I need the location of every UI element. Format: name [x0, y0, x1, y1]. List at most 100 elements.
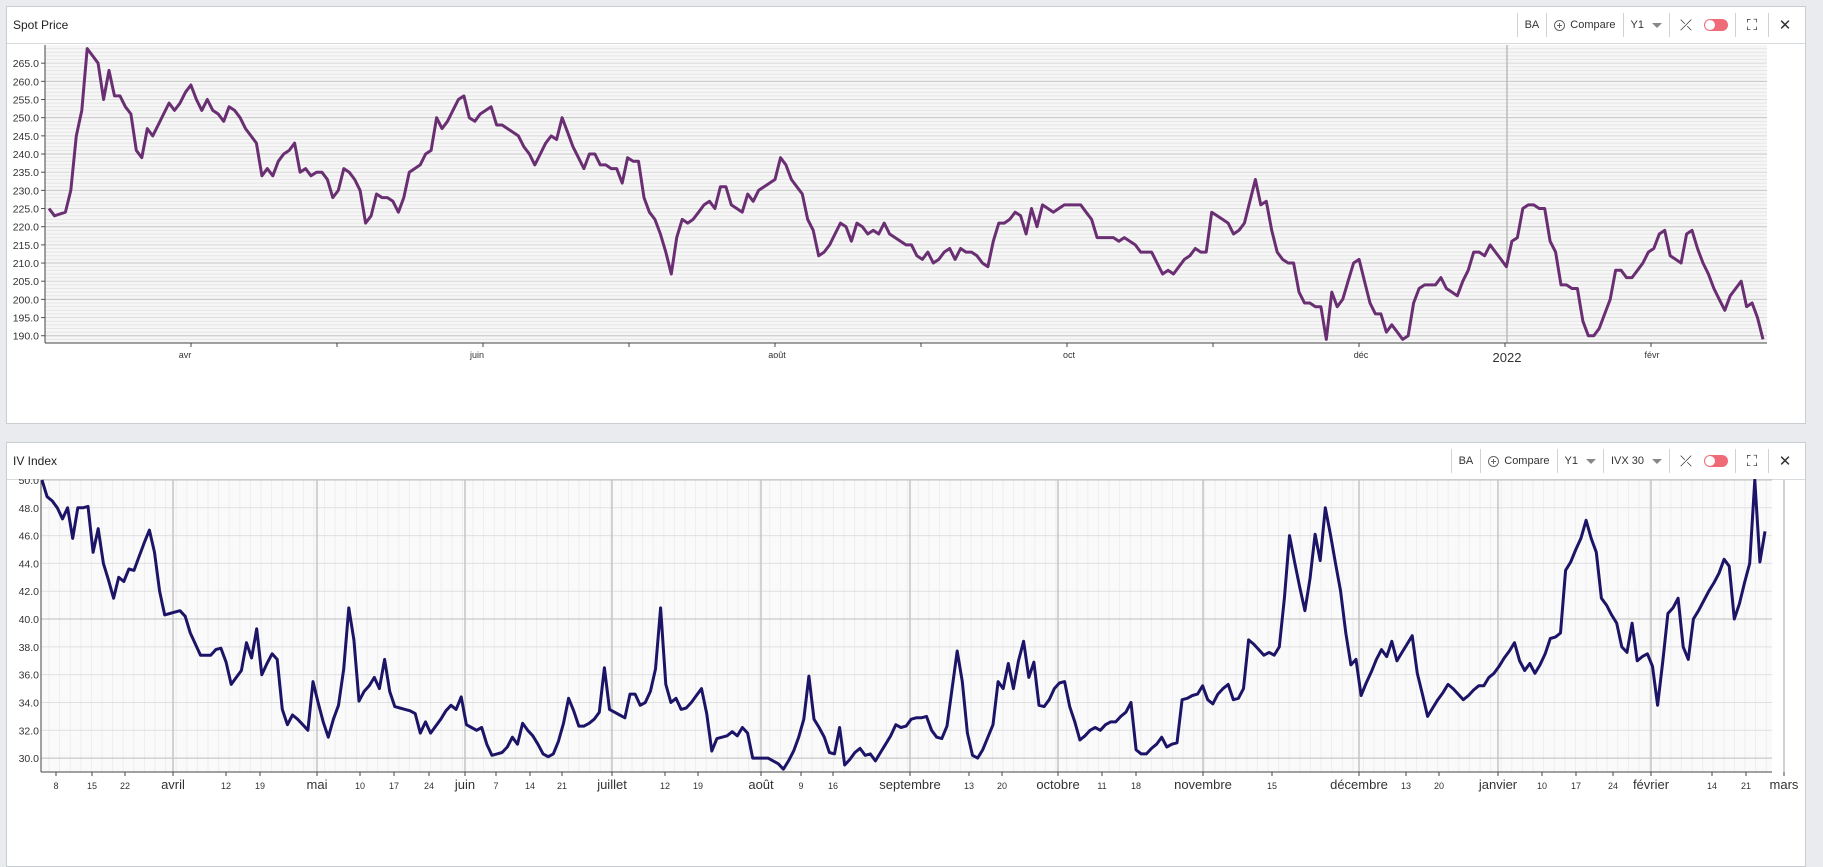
toggle-switch[interactable]: [1702, 13, 1735, 37]
x-tick-label: 14: [525, 781, 535, 791]
ticker-button[interactable]: BA: [1450, 449, 1481, 473]
y-tick-label: 260.0: [13, 76, 39, 88]
y-tick-label: 46.0: [19, 531, 40, 543]
fullscreen-icon: ⛶: [1746, 16, 1758, 34]
toggle-switch-icon: [1704, 19, 1728, 31]
x-tick-label: avr: [179, 350, 192, 360]
y-tick-label: 240.0: [13, 149, 39, 161]
measure-label: IVX 30: [1610, 455, 1644, 467]
close-icon: ✕: [1778, 453, 1792, 470]
iv-index-toolbar: BA Compare Y1 IVX 30 ⤫ ⛶ ✕: [1450, 449, 1801, 473]
x-tick-label: 14: [1707, 781, 1717, 791]
spot-price-series-line: [47, 47, 1765, 341]
x-tick-label: 20: [997, 781, 1007, 791]
x-tick-label: 22: [120, 781, 130, 791]
x-tick-label: décembre: [1330, 777, 1388, 792]
period-label: Y1: [1630, 19, 1644, 31]
y-tick-label: 225.0: [13, 204, 39, 216]
y-tick-label: 255.0: [13, 95, 39, 107]
y-tick-label: 48.0: [19, 503, 40, 515]
plus-circle-icon: [1488, 455, 1500, 467]
x-tick-label: 12: [221, 781, 231, 791]
x-tick-label: 10: [355, 781, 365, 791]
x-tick-label: févr: [1644, 350, 1659, 360]
x-tick-label: avril: [161, 777, 185, 792]
fullscreen-icon: ⛶: [1746, 452, 1758, 470]
measure-select[interactable]: IVX 30: [1602, 449, 1669, 473]
toggle-switch-icon: [1704, 455, 1728, 467]
spot-price-title: Spot Price: [13, 18, 69, 32]
x-tick-label: 2022: [1493, 350, 1522, 365]
chevron-down-icon: [1652, 458, 1662, 464]
period-label: Y1: [1564, 455, 1578, 467]
x-tick-label: 12: [660, 781, 670, 791]
y-tick-label: 205.0: [13, 276, 39, 288]
toggle-switch[interactable]: [1702, 449, 1735, 473]
spot-price-chart: 190.0 195.0 200.0 205.0 210.0 215.0 220.0 225.0…: [13, 45, 1767, 365]
close-button[interactable]: ✕: [1768, 449, 1801, 473]
iv-index-header: IV Index BA Compare Y1 IVX 30 ⤫ ⛶ ✕: [7, 443, 1805, 480]
x-tick-label: 15: [87, 781, 97, 791]
x-tick-label: déc: [1354, 350, 1369, 360]
chevron-down-icon: [1585, 458, 1596, 464]
ticker-label: BA: [1524, 19, 1540, 31]
y-tick-label: 265.0: [13, 58, 39, 70]
y-tick-label: 200.0: [13, 294, 39, 306]
x-tick-label: juin: [454, 777, 475, 792]
compare-button[interactable]: Compare: [1546, 13, 1622, 37]
x-tick-label: 13: [1401, 781, 1411, 791]
y-tick-label: 220.0: [13, 222, 39, 234]
y-tick-label: 40.0: [19, 614, 40, 626]
y-tick-label: 250.0: [13, 113, 39, 125]
ticker-button[interactable]: BA: [1516, 13, 1547, 37]
no-sync-icon: ⤫: [1679, 452, 1692, 470]
period-select[interactable]: Y1: [1556, 449, 1603, 473]
fullscreen-button[interactable]: ⛶: [1735, 449, 1768, 473]
x-tick-label: septembre: [879, 777, 940, 792]
spot-price-toolbar: BA Compare Y1 ⤫ ⛶ ✕: [1516, 13, 1801, 37]
spot-price-panel: Spot Price BA Compare Y1 ⤫ ⛶ ✕ 190.0 195.…: [6, 6, 1806, 424]
y-tick-label: 235.0: [13, 167, 39, 179]
x-tick-label: 7: [493, 781, 498, 791]
x-tick-label: oct: [1063, 350, 1076, 360]
period-select[interactable]: Y1: [1622, 13, 1669, 37]
y-tick-label: 30.0: [19, 753, 40, 765]
x-tick-label: novembre: [1174, 777, 1232, 792]
x-tick-label: 17: [389, 781, 399, 791]
y-tick-label: 215.0: [13, 240, 39, 252]
chevron-down-icon: [1652, 22, 1662, 28]
x-tick-label: janvier: [1478, 777, 1518, 792]
iv-index-title: IV Index: [13, 454, 58, 468]
sync-button[interactable]: ⤫: [1669, 13, 1702, 37]
no-sync-icon: ⤫: [1679, 16, 1692, 34]
x-tick-label: 8: [53, 781, 58, 791]
fullscreen-button[interactable]: ⛶: [1735, 13, 1768, 37]
close-button[interactable]: ✕: [1768, 13, 1801, 37]
iv-index-series-line: [40, 479, 1767, 771]
sync-button[interactable]: ⤫: [1669, 449, 1702, 473]
y-tick-label: 38.0: [19, 642, 40, 654]
y-tick-label: 210.0: [13, 258, 39, 270]
x-tick-label: août: [748, 777, 774, 792]
iv-index-panel: IV Index BA Compare Y1 IVX 30 ⤫ ⛶ ✕ 30.0…: [6, 442, 1806, 867]
close-icon: ✕: [1778, 17, 1792, 34]
y-tick-label: 245.0: [13, 131, 39, 143]
y-tick-label: 34.0: [19, 697, 40, 709]
iv-index-chart: 30.0 32.0 34.0 36.0 38.0 40.0 42.0 44.0 46.0 48.0…: [19, 479, 1799, 792]
y-tick-label: 230.0: [13, 185, 39, 197]
plus-circle-icon: [1554, 19, 1566, 31]
x-tick-label: mars: [1770, 777, 1799, 792]
y-tick-label: 195.0: [13, 313, 39, 325]
x-tick-label: 9: [798, 781, 803, 791]
x-tick-label: 19: [255, 781, 265, 791]
x-tick-label: 16: [828, 781, 838, 791]
y-tick-label: 42.0: [19, 586, 40, 598]
x-tick-label: 21: [1741, 781, 1751, 791]
x-tick-label: 17: [1571, 781, 1581, 791]
compare-button[interactable]: Compare: [1480, 449, 1556, 473]
plot-area: [41, 480, 1772, 772]
y-tick-label: 44.0: [19, 558, 40, 570]
x-tick-label: 24: [1608, 781, 1618, 791]
y-tick-label: 50.0: [19, 479, 40, 487]
compare-label: Compare: [1504, 455, 1550, 467]
